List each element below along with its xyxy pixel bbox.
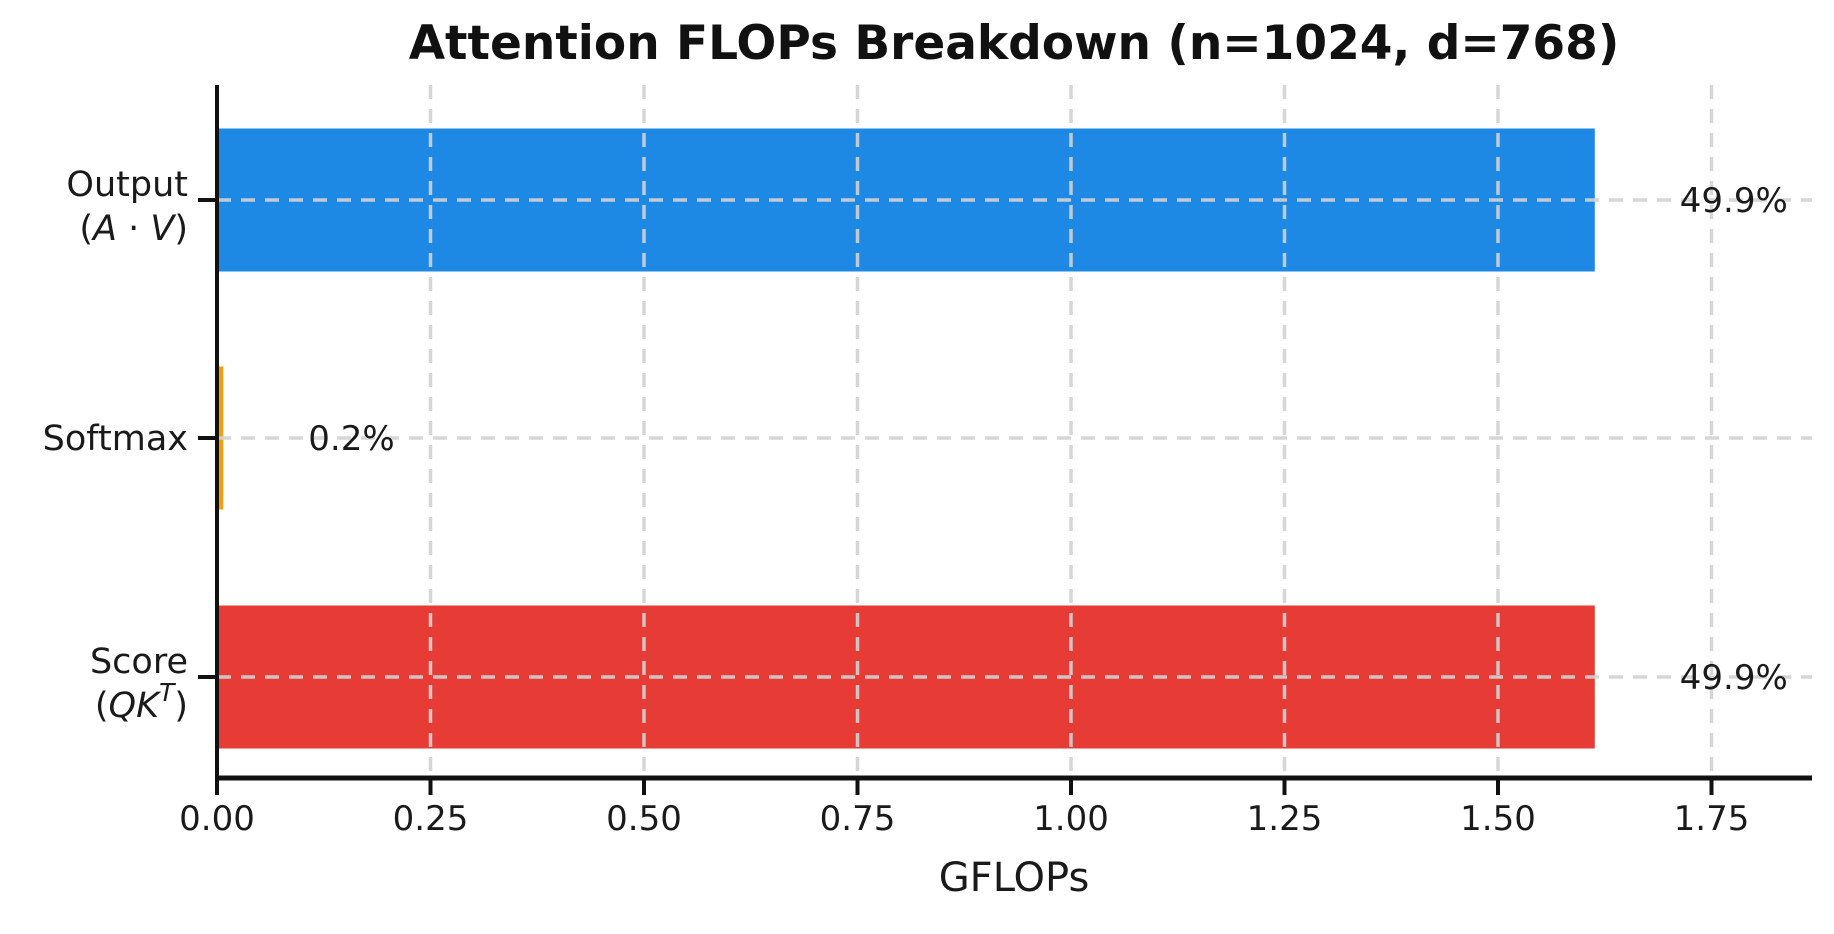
chart-title: Attention FLOPs Breakdown (n=1024, d=768…: [409, 16, 1620, 71]
y-category-label-output: Output: [66, 165, 188, 205]
chart-plot-area: 0.00 0.25 0.50 0.75 1.00 1.25 1.50 1.75 Output(A…: [43, 85, 1812, 839]
y-category-sublabel-score: (QKT): [95, 678, 188, 726]
percent-label-output: 49.9%: [1680, 181, 1788, 221]
percent-label-softmax: 0.2%: [308, 419, 394, 459]
y-category-sublabel-output: (A · V): [79, 209, 188, 249]
x-tick-label-1.00: 1.00: [1033, 799, 1109, 839]
y-category-label-score: Score: [90, 642, 188, 682]
y-category-label-softmax: Softmax: [43, 419, 188, 459]
x-tick-label-1.75: 1.75: [1674, 799, 1750, 839]
x-tick-label-0.00: 0.00: [179, 799, 255, 839]
percent-label-score: 49.9%: [1680, 658, 1788, 698]
x-tick-label-0.25: 0.25: [393, 799, 469, 839]
x-tick-label-0.75: 0.75: [820, 799, 896, 839]
bar-output: [219, 128, 1595, 272]
x-axis-label: GFLOPs: [939, 855, 1090, 901]
x-tick-label-1.25: 1.25: [1247, 799, 1323, 839]
x-tick-label-1.50: 1.50: [1460, 799, 1536, 839]
x-tick-label-0.50: 0.50: [606, 799, 682, 839]
bar-score: [219, 605, 1595, 749]
